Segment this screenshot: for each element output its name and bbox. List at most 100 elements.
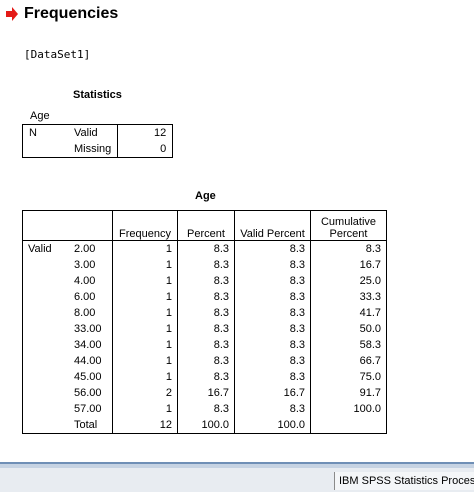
table-row: Missing 0 bbox=[22, 141, 174, 158]
cell-cumulative-percent: 58.3 bbox=[310, 337, 387, 353]
cell-frequency: 1 bbox=[112, 257, 178, 273]
total-cumulative-percent bbox=[310, 417, 387, 434]
table-row: N Valid 12 bbox=[22, 124, 174, 141]
cell-frequency: 1 bbox=[112, 337, 178, 353]
status-bar-strip bbox=[0, 464, 474, 468]
processor-status: IBM SPSS Statistics Processor is ready bbox=[334, 472, 474, 490]
cell-frequency: 1 bbox=[112, 321, 178, 337]
dataset-label: [DataSet1] bbox=[24, 48, 91, 61]
cell-cumulative-percent: 25.0 bbox=[310, 273, 387, 289]
cell-percent: 8.3 bbox=[177, 353, 235, 369]
stat-label: Missing bbox=[68, 141, 118, 158]
stat-label: Valid bbox=[68, 124, 118, 141]
table-row: 45.00 1 8.3 8.3 75.0 bbox=[22, 369, 387, 385]
header-blank-1 bbox=[22, 210, 69, 241]
column-header-frequency: Frequency bbox=[112, 210, 178, 241]
total-frequency: 12 bbox=[112, 417, 178, 434]
total-label: Total bbox=[69, 417, 113, 434]
cell-valid-percent: 8.3 bbox=[234, 337, 311, 353]
row-group-label bbox=[22, 321, 69, 337]
row-value-label: 57.00 bbox=[74, 403, 102, 415]
cell-cumulative-percent: 16.7 bbox=[310, 257, 387, 273]
cell-frequency: 1 bbox=[112, 305, 178, 321]
table-row: 44.00 1 8.3 8.3 66.7 bbox=[22, 353, 387, 369]
cell-percent: 16.7 bbox=[177, 385, 235, 401]
cell-valid-percent: 8.3 bbox=[234, 273, 311, 289]
stat-value: 0 bbox=[117, 141, 174, 158]
stat-value: 12 bbox=[117, 124, 174, 141]
statistics-title: Statistics bbox=[73, 89, 122, 101]
cell-cumulative-percent: 50.0 bbox=[310, 321, 387, 337]
cell-percent: 8.3 bbox=[177, 305, 235, 321]
row-value-label: 8.00 bbox=[74, 307, 96, 319]
age-table-title: Age bbox=[195, 190, 216, 202]
table-row: Valid 2.00 1 8.3 8.3 8.3 bbox=[22, 240, 387, 257]
row-value-label: 33.00 bbox=[74, 323, 102, 335]
row-group-label bbox=[22, 353, 69, 369]
row-value-label: 4.00 bbox=[74, 275, 96, 287]
cell-cumulative-percent: 66.7 bbox=[310, 353, 387, 369]
row-value-label: 2.00 bbox=[74, 243, 96, 255]
row-group-label bbox=[22, 289, 69, 305]
red-arrow-icon[interactable] bbox=[6, 7, 18, 21]
cell-frequency: 2 bbox=[112, 385, 178, 401]
cell-percent: 8.3 bbox=[177, 273, 235, 289]
row-value-label: 34.00 bbox=[74, 339, 102, 351]
row-value-label: 6.00 bbox=[74, 291, 96, 303]
row-group-label bbox=[22, 401, 69, 417]
cell-valid-percent: 8.3 bbox=[234, 401, 311, 417]
cell-frequency: 1 bbox=[112, 401, 178, 417]
header-blank-2 bbox=[69, 210, 113, 241]
table-row: 56.00 2 16.7 16.7 91.7 bbox=[22, 385, 387, 401]
cell-cumulative-percent: 33.3 bbox=[310, 289, 387, 305]
table-row: 3.00 1 8.3 8.3 16.7 bbox=[22, 257, 387, 273]
row-group-label bbox=[22, 257, 69, 273]
statistics-variable: Age bbox=[30, 110, 50, 122]
stat-group bbox=[22, 141, 68, 158]
output-heading: Frequencies bbox=[6, 5, 118, 23]
frequency-table[interactable]: Frequency Percent Valid Percent Cumulati… bbox=[22, 210, 387, 434]
cell-valid-percent: 8.3 bbox=[234, 369, 311, 385]
cell-cumulative-percent: 75.0 bbox=[310, 369, 387, 385]
cell-valid-percent: 8.3 bbox=[234, 321, 311, 337]
table-header-row: Frequency Percent Valid Percent Cumulati… bbox=[22, 210, 387, 241]
column-header-cumulative-percent: Cumulative Percent bbox=[310, 210, 387, 241]
cell-valid-percent: 8.3 bbox=[234, 289, 311, 305]
row-group-label bbox=[22, 337, 69, 353]
table-row-total: Total 12 100.0 100.0 bbox=[22, 417, 387, 434]
row-group-label bbox=[22, 273, 69, 289]
cell-percent: 8.3 bbox=[177, 369, 235, 385]
row-group-label bbox=[22, 385, 69, 401]
stat-group: N bbox=[22, 124, 68, 141]
row-group-label bbox=[22, 369, 69, 385]
total-percent: 100.0 bbox=[177, 417, 235, 434]
table-row: 34.00 1 8.3 8.3 58.3 bbox=[22, 337, 387, 353]
cell-frequency: 1 bbox=[112, 369, 178, 385]
row-group-label bbox=[22, 417, 69, 434]
table-row: 57.00 1 8.3 8.3 100.0 bbox=[22, 401, 387, 417]
row-value-label: 3.00 bbox=[74, 259, 96, 271]
row-value-label: 44.00 bbox=[74, 355, 102, 367]
cell-percent: 8.3 bbox=[177, 289, 235, 305]
cell-percent: 8.3 bbox=[177, 257, 235, 273]
cell-frequency: 1 bbox=[112, 289, 178, 305]
cell-valid-percent: 8.3 bbox=[234, 353, 311, 369]
row-value-label: 45.00 bbox=[74, 371, 102, 383]
table-row: 6.00 1 8.3 8.3 33.3 bbox=[22, 289, 387, 305]
heading-title[interactable]: Frequencies bbox=[24, 5, 119, 22]
cell-percent: 8.3 bbox=[177, 337, 235, 353]
table-row: 8.00 1 8.3 8.3 41.7 bbox=[22, 305, 387, 321]
cell-cumulative-percent: 91.7 bbox=[310, 385, 387, 401]
column-header-valid-percent: Valid Percent bbox=[234, 210, 311, 241]
status-bar: IBM SPSS Statistics Processor is ready bbox=[0, 462, 474, 492]
row-group-label bbox=[22, 305, 69, 321]
cell-valid-percent: 16.7 bbox=[234, 385, 311, 401]
cell-cumulative-percent: 100.0 bbox=[310, 401, 387, 417]
cell-frequency: 1 bbox=[112, 240, 178, 257]
cell-cumulative-percent: 41.7 bbox=[310, 305, 387, 321]
statistics-table[interactable]: N Valid 12 Missing 0 bbox=[22, 124, 174, 158]
table-row: 33.00 1 8.3 8.3 50.0 bbox=[22, 321, 387, 337]
cell-cumulative-percent: 8.3 bbox=[310, 240, 387, 257]
row-group-label: Valid bbox=[22, 240, 69, 257]
cell-valid-percent: 8.3 bbox=[234, 305, 311, 321]
